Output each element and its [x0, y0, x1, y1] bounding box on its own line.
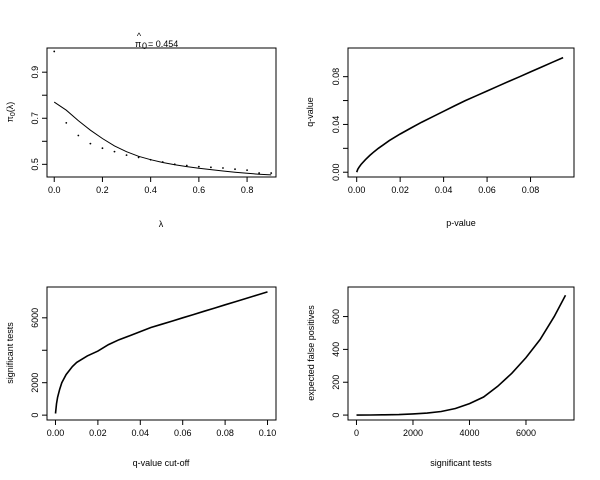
- title-subscript: 0: [142, 41, 147, 51]
- title-pi: π: [135, 39, 141, 49]
- x-tick-label: 0.2: [96, 185, 109, 195]
- panel-expected-false-positives: 0 2000 4000 6000 0 200 400 600 significant test…: [306, 286, 575, 468]
- x-tick-label: 0.06: [478, 185, 496, 195]
- data-point: [234, 168, 236, 171]
- x-tick-label: 0.00: [47, 428, 65, 438]
- ylabel-pi: π: [5, 116, 15, 122]
- y-tick-label: 6000: [30, 308, 40, 328]
- plot-title-pi0: ^ π 0 = 0.454: [135, 31, 178, 51]
- x-tick-label: 0.00: [348, 185, 366, 195]
- plot-frame-sigtests: [46, 286, 277, 421]
- x-tick-label: 0.04: [435, 185, 453, 195]
- smoothed-fit-line: [53, 101, 272, 176]
- data-point: [137, 156, 140, 159]
- x-tick-label: 0.04: [132, 428, 150, 438]
- x-tick-label: 0.8: [241, 185, 254, 195]
- x-tick-label: 0.10: [259, 428, 277, 438]
- data-point: [101, 147, 104, 150]
- series-line: [355, 56, 564, 173]
- plot-frame-pi0: [46, 47, 277, 178]
- y-tick-label: 0.9: [30, 66, 40, 79]
- title-hat: ^: [137, 31, 142, 41]
- panel-pi0-lambda: 0.0 0.2 0.4 0.6 0.8 0.5 0.7 0.9 ^ π 0 = 0.454 λ…: [5, 31, 277, 229]
- series-line: [356, 294, 567, 416]
- data-point: [210, 166, 212, 169]
- x-tick-label: 0.06: [174, 428, 192, 438]
- y-axis-label-efp: expected false positives: [306, 305, 316, 401]
- data-point: [197, 165, 200, 168]
- y-tick-label: 2000: [30, 373, 40, 393]
- data-point: [125, 154, 128, 157]
- title-value: = 0.454: [148, 39, 178, 49]
- data-point: [246, 169, 248, 171]
- series-line: [54, 291, 268, 414]
- ylabel-subscript: 0: [10, 112, 17, 116]
- data-point: [65, 121, 68, 124]
- y-tick-label: 0: [331, 413, 341, 418]
- y-axis-label-pi0: π0(λ): [5, 102, 17, 123]
- panel-significant-tests-cutoff: 0.00 0.02 0.04 0.06 0.08 0.10 0 2000 6000 q-valu…: [5, 286, 277, 468]
- y-tick-label: 0.04: [331, 116, 341, 134]
- y-tick-label: 400: [331, 342, 341, 357]
- y-tick-label: 600: [331, 309, 341, 324]
- panel-qvalue-pvalue: 0.00 0.02 0.04 0.06 0.08 0.00 0.04 0.08 p-value…: [305, 47, 575, 228]
- data-point: [185, 164, 188, 167]
- data-point: [258, 172, 261, 174]
- x-tick-label: 2000: [403, 428, 423, 438]
- data-point: [77, 134, 80, 137]
- y-axis-label-qvalue: q-value: [305, 97, 315, 127]
- x-axis-label-sigtests: significant tests: [430, 458, 492, 468]
- x-tick-label: 0.0: [48, 185, 61, 195]
- y-tick-label: 0.00: [331, 163, 341, 181]
- x-tick-label: 0.6: [193, 185, 206, 195]
- y-tick-label: 0: [30, 413, 40, 418]
- ylabel-lambda: (λ): [5, 102, 15, 113]
- y-tick-label: 0.5: [30, 158, 40, 171]
- y-axis-label-sigtests: significant tests: [5, 322, 15, 384]
- x-tick-label: 0: [354, 428, 359, 438]
- x-tick-label: 0.08: [216, 428, 234, 438]
- x-axis-label-cutoff: q-value cut-off: [133, 458, 190, 468]
- x-tick-label: 0.02: [89, 428, 107, 438]
- plot-frame-efp: [347, 286, 575, 421]
- data-point: [89, 142, 92, 145]
- x-axis-label-pvalue: p-value: [446, 218, 476, 228]
- y-tick-label: 0.08: [331, 68, 341, 86]
- x-tick-label: 4000: [459, 428, 479, 438]
- x-tick-label: 0.4: [144, 185, 157, 195]
- x-tick-label: 0.08: [522, 185, 540, 195]
- y-tick-label: 0.7: [30, 112, 40, 125]
- x-tick-label: 6000: [516, 428, 536, 438]
- data-point: [270, 172, 273, 174]
- data-point: [222, 167, 224, 169]
- data-point: [53, 50, 56, 53]
- x-axis-label-lambda: λ: [159, 219, 164, 229]
- x-tick-label: 0.02: [391, 185, 409, 195]
- y-tick-label: 200: [331, 375, 341, 390]
- svg-text:π0(λ): π0(λ): [5, 102, 17, 123]
- data-point: [113, 150, 116, 153]
